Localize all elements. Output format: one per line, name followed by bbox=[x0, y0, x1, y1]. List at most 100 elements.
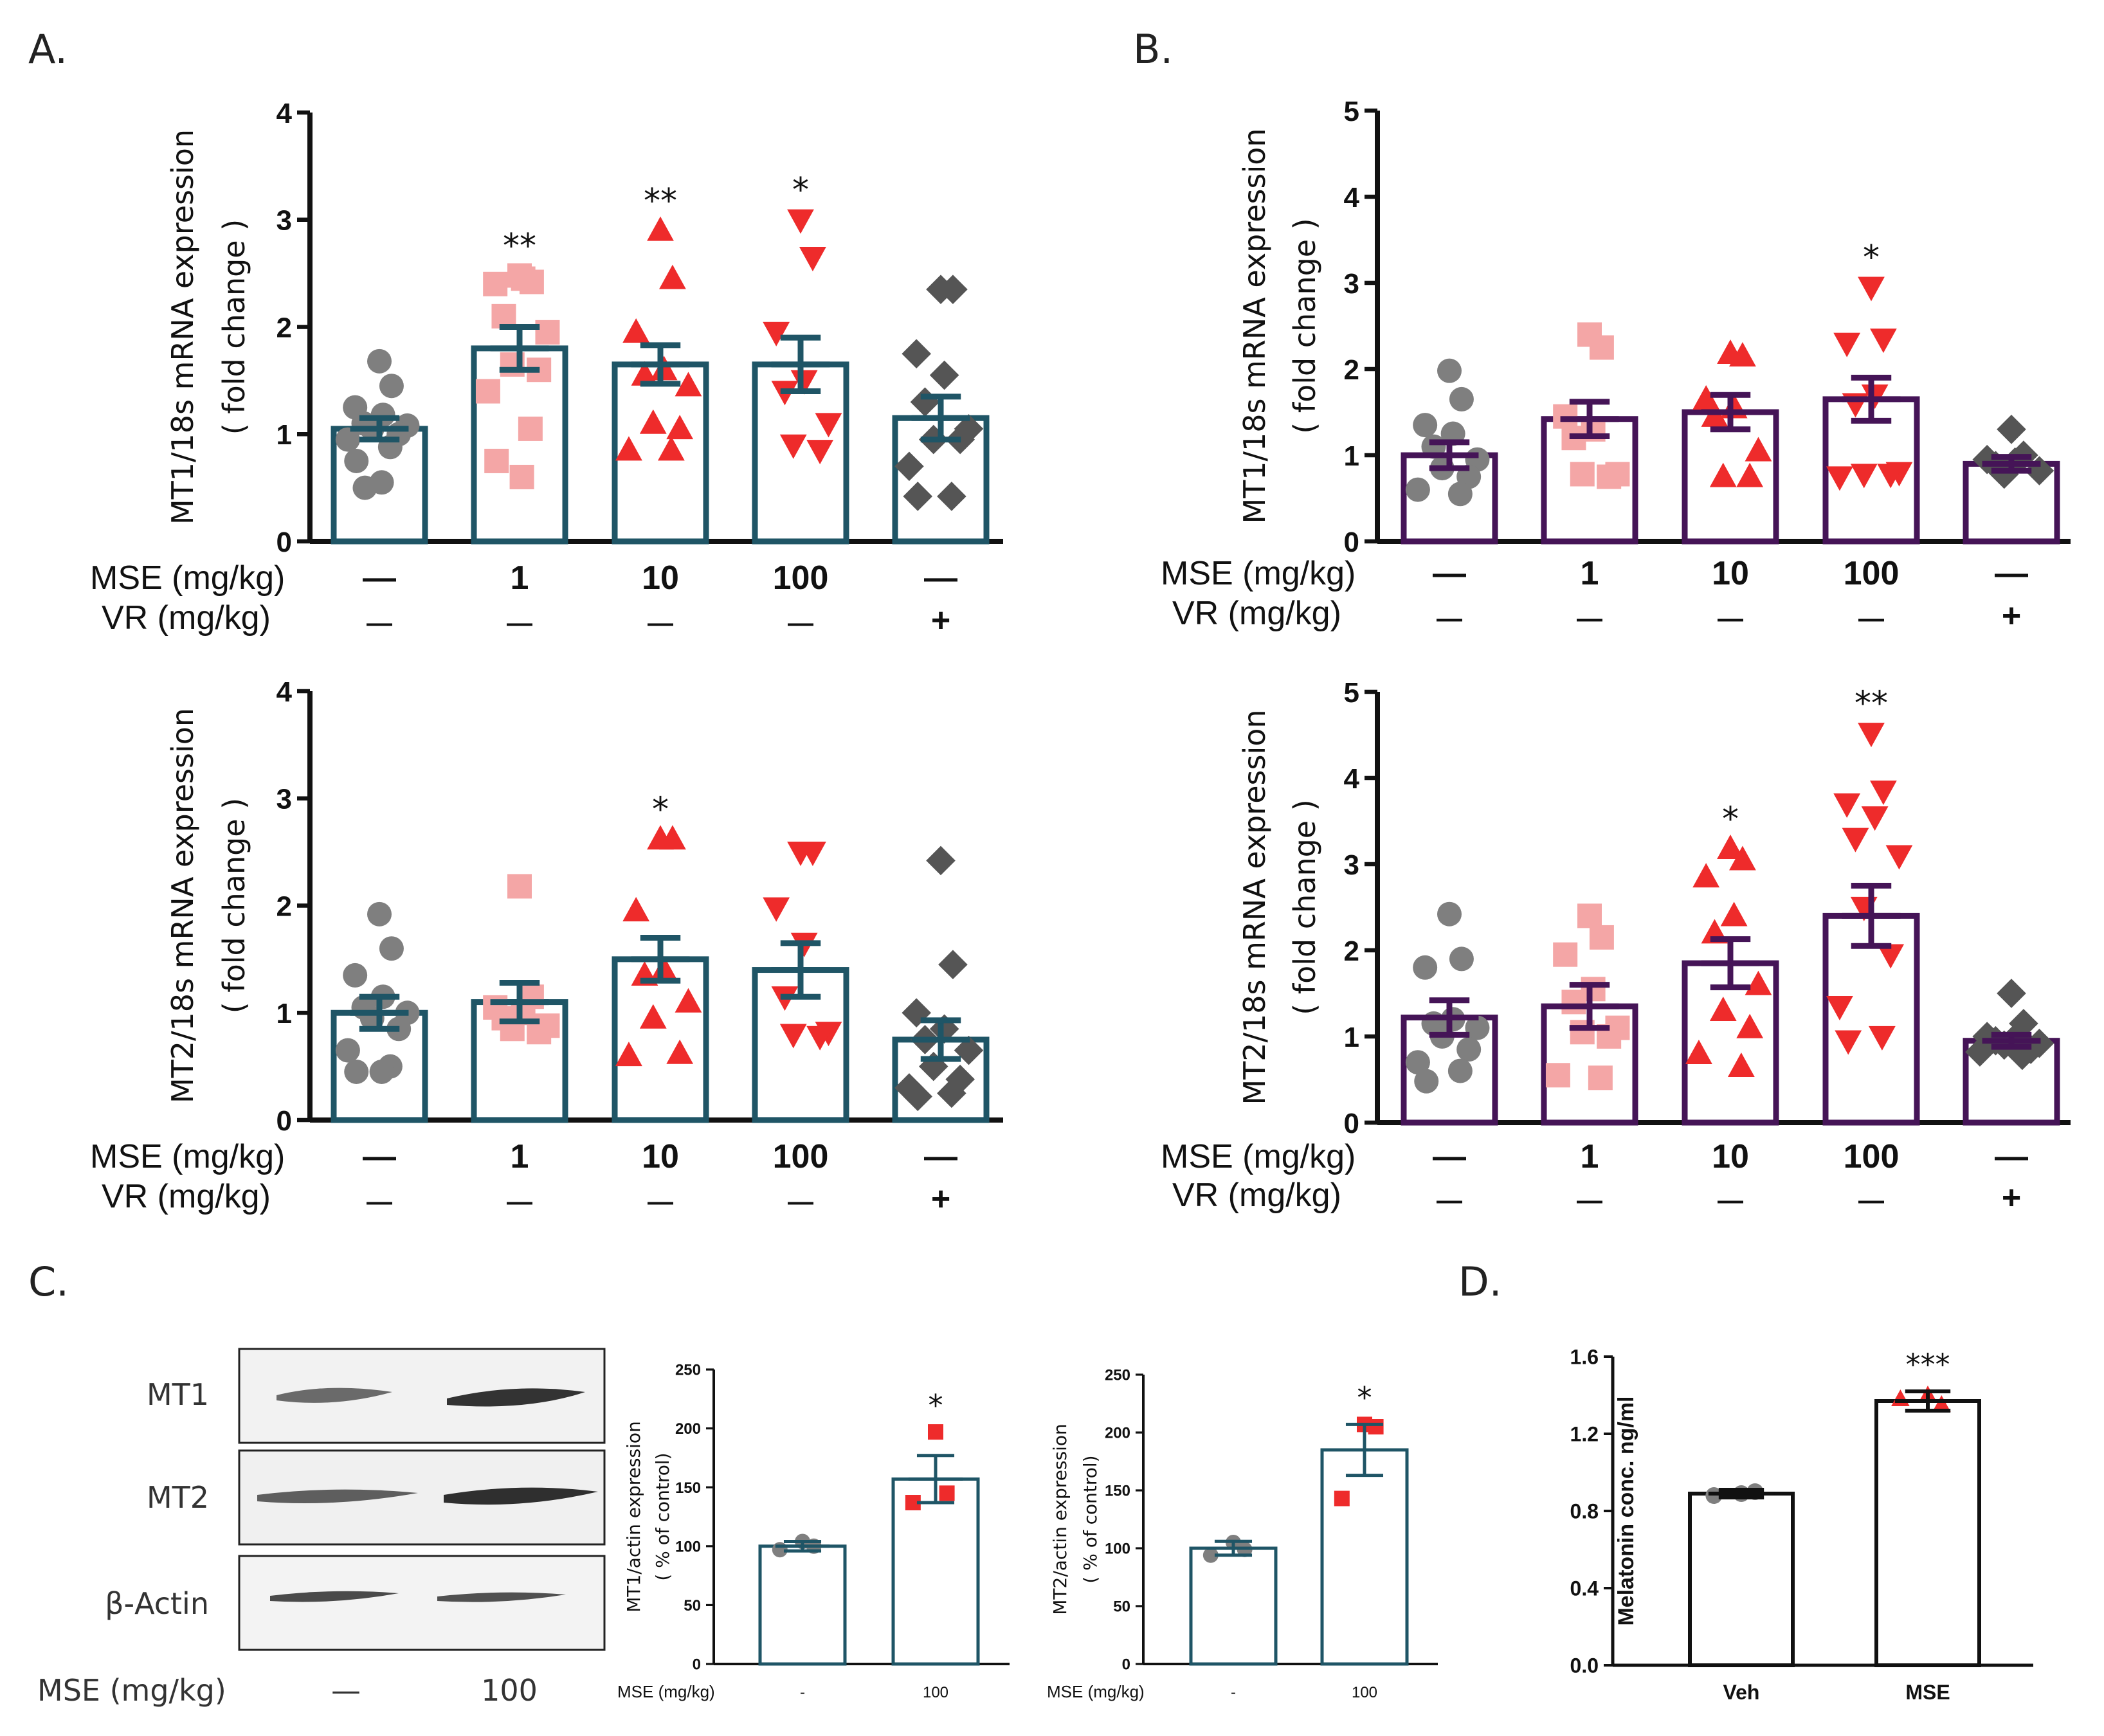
x-tick-label: 100 bbox=[1352, 1684, 1377, 1701]
data-point bbox=[511, 266, 536, 291]
y-tick-label: 1.6 bbox=[1570, 1346, 1599, 1369]
data-point bbox=[1570, 462, 1595, 487]
data-point bbox=[806, 1026, 834, 1051]
y-tick-label: 1 bbox=[1344, 440, 1359, 472]
vr-row-label: VR (mg/kg) bbox=[1172, 595, 1341, 632]
panel-label-b: B. bbox=[1133, 26, 1173, 73]
data-point bbox=[799, 246, 826, 271]
data-point bbox=[1405, 477, 1430, 502]
data-point bbox=[344, 1059, 369, 1084]
vr-row-label: VR (mg/kg) bbox=[1172, 1177, 1341, 1214]
bar bbox=[471, 345, 568, 545]
data-point bbox=[1368, 1419, 1384, 1434]
data-point bbox=[1870, 780, 1897, 805]
data-point bbox=[1729, 342, 1756, 367]
y-tick-label: 250 bbox=[675, 1362, 701, 1379]
data-point bbox=[1447, 1058, 1473, 1083]
mse-dose-value: 10 bbox=[1712, 1138, 1749, 1175]
data-point bbox=[335, 1038, 360, 1063]
y-tick-label: 4 bbox=[1344, 763, 1360, 795]
data-point bbox=[903, 1081, 933, 1112]
y-tick-label: 1 bbox=[277, 998, 292, 1029]
data-point bbox=[1449, 946, 1474, 972]
mse-dose-value: 10 bbox=[1712, 555, 1749, 592]
data-point bbox=[928, 1424, 943, 1440]
vr-dose-value: + bbox=[931, 1180, 950, 1218]
data-point bbox=[787, 209, 814, 234]
y-tick-label: 150 bbox=[1105, 1483, 1130, 1500]
mse-row-label: MSE (mg/kg) bbox=[90, 559, 285, 597]
data-point bbox=[779, 1024, 807, 1049]
y-tick-label: 0 bbox=[277, 527, 292, 558]
data-point bbox=[615, 436, 642, 461]
data-point bbox=[938, 275, 968, 304]
y-tick-label: 250 bbox=[1105, 1367, 1130, 1384]
data-point bbox=[675, 988, 702, 1013]
y-tick-label: 50 bbox=[1113, 1598, 1130, 1616]
vr-dose-value: + bbox=[2002, 1179, 2021, 1216]
panel-label-a: A. bbox=[28, 26, 68, 73]
significance-marker: * bbox=[929, 1388, 943, 1423]
chart-a-mt1: 0 1 2 3 4 MT1/18s mRNA expression ( fold chang… bbox=[165, 98, 1003, 558]
x-tick-label: Veh bbox=[1723, 1681, 1760, 1704]
y-tick-label: 150 bbox=[675, 1479, 701, 1497]
data-point bbox=[929, 360, 959, 390]
data-point bbox=[659, 825, 686, 850]
data-point bbox=[1997, 979, 2026, 1008]
data-point bbox=[926, 845, 956, 876]
data-point bbox=[675, 372, 702, 397]
vr-dose-value: — bbox=[788, 1188, 813, 1216]
y-tick-label: 100 bbox=[675, 1538, 701, 1555]
data-point bbox=[903, 482, 933, 511]
panel-label-d: D. bbox=[1458, 1258, 1501, 1305]
data-point bbox=[1685, 1039, 1712, 1064]
data-point bbox=[1692, 385, 1720, 410]
data-point bbox=[507, 874, 532, 899]
data-point bbox=[806, 440, 834, 465]
y-tick-label: 0.4 bbox=[1570, 1577, 1599, 1600]
data-point bbox=[779, 434, 807, 459]
y-axis-label: MT1/18s mRNA expression bbox=[165, 129, 200, 525]
data-point bbox=[790, 370, 818, 395]
vr-dose-value: — bbox=[788, 609, 813, 637]
y-axis-label-units: ( % of control) bbox=[1080, 1455, 1101, 1583]
data-point bbox=[937, 1078, 966, 1108]
data-point bbox=[1965, 1037, 1995, 1067]
data-point bbox=[1709, 462, 1737, 487]
chart-b-mt2: 0 1 2 3 4 5 MT2/18s mRNA expression ( fold chan… bbox=[1237, 677, 2071, 1139]
mse-dose-value: 1 bbox=[1581, 555, 1599, 592]
data-point bbox=[1858, 723, 1885, 748]
data-point bbox=[1833, 332, 1861, 357]
data-point bbox=[615, 1042, 642, 1067]
y-tick-label: 1 bbox=[277, 419, 292, 451]
significance-marker: ** bbox=[503, 227, 536, 266]
band-mt2-control bbox=[257, 1489, 418, 1504]
y-tick-label: 4 bbox=[1344, 182, 1360, 213]
data-point bbox=[1589, 925, 1614, 950]
band-actin-control bbox=[270, 1591, 399, 1602]
data-point bbox=[650, 356, 678, 381]
y-axis-label: MT2/actin expression bbox=[1049, 1424, 1071, 1615]
band-mt1-control bbox=[277, 1388, 392, 1403]
blot-label-actin: β-Actin bbox=[105, 1586, 209, 1621]
data-point bbox=[799, 841, 826, 866]
y-tick-label: 100 bbox=[1105, 1541, 1130, 1558]
bar bbox=[1320, 1448, 1409, 1666]
mse-dose-value: 1 bbox=[511, 1138, 529, 1175]
data-point bbox=[639, 409, 667, 434]
data-point bbox=[666, 415, 694, 440]
y-tick-label: 4 bbox=[277, 676, 293, 708]
chart-c-mt1-actin: 0 50 100 150 200 250 MT1/actin expression ( % o… bbox=[617, 1362, 1010, 1701]
x-axis-label: MSE (mg/kg) bbox=[1047, 1682, 1145, 1701]
data-point bbox=[763, 321, 790, 347]
data-point bbox=[367, 348, 392, 374]
data-point bbox=[379, 374, 404, 399]
y-tick-label: 2 bbox=[1344, 936, 1359, 967]
data-point bbox=[1202, 1547, 1219, 1563]
y-axis-label: MT2/18s mRNA expression bbox=[165, 708, 200, 1103]
vr-row-label: VR (mg/kg) bbox=[102, 599, 271, 637]
band-actin-mse bbox=[437, 1592, 566, 1602]
data-point bbox=[1729, 845, 1756, 871]
y-axis-label-units: ( fold change ) bbox=[217, 798, 251, 1013]
significance-marker: ** bbox=[644, 182, 677, 221]
